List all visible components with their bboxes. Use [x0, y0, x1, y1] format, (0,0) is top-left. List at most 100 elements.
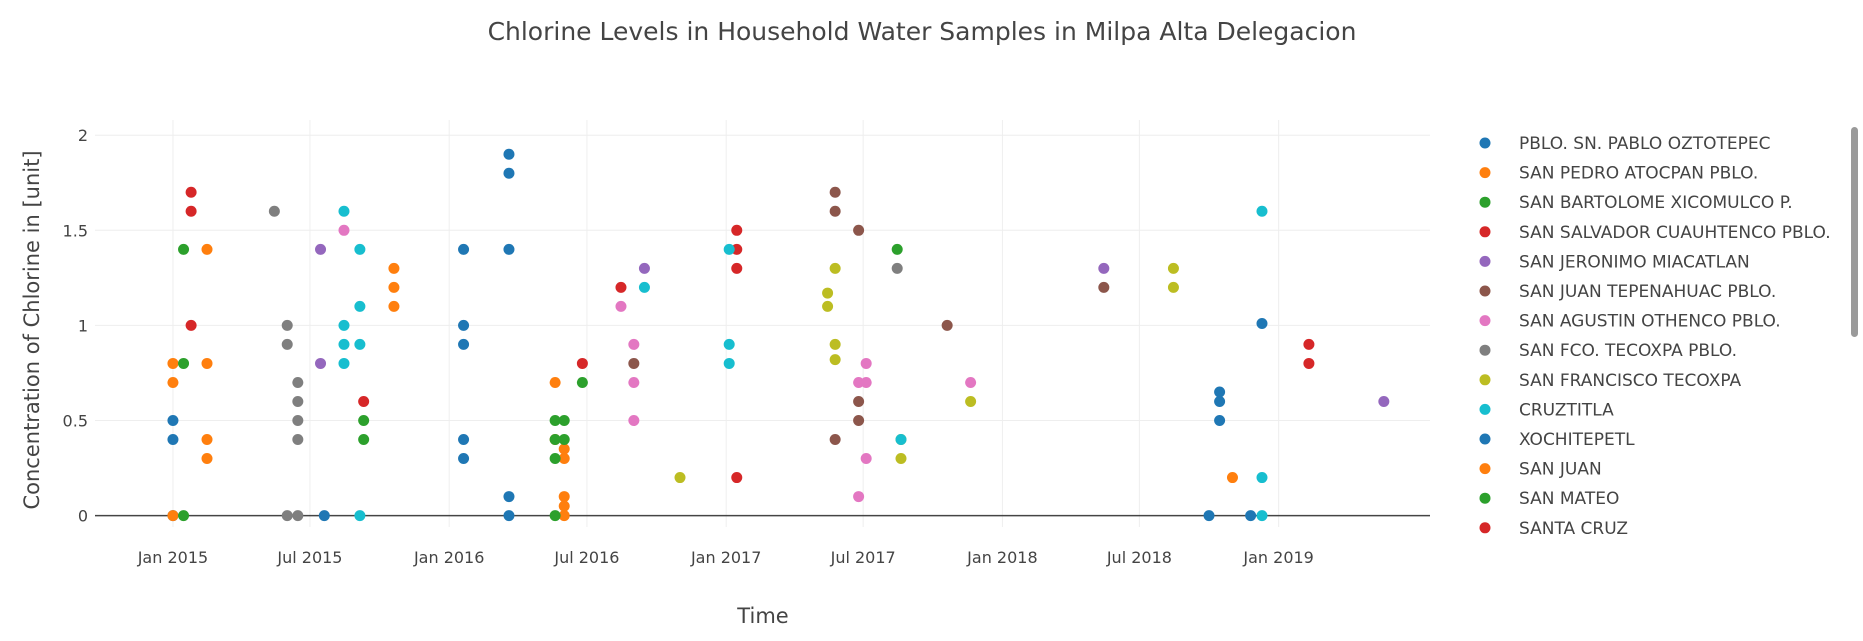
series-group [1303, 338, 1315, 369]
legend-item[interactable]: SAN JUAN [1479, 460, 1602, 480]
data-point [891, 262, 903, 274]
data-point [338, 338, 350, 350]
data-point [1167, 262, 1179, 274]
data-point [167, 510, 179, 522]
data-point [853, 395, 865, 407]
data-point [853, 224, 865, 236]
data-point [638, 281, 650, 293]
data-point [1378, 395, 1390, 407]
data-point [731, 243, 743, 255]
legend-scrollbar[interactable] [1851, 127, 1858, 337]
data-point [853, 376, 865, 388]
legend-marker [1479, 255, 1491, 267]
data-point [201, 453, 213, 465]
legend-marker [1479, 285, 1491, 297]
legend-item[interactable]: SAN AGUSTIN OTHENCO PBLO. [1479, 312, 1781, 332]
legend-marker [1479, 374, 1491, 386]
legend-label: SANTA CRUZ [1519, 519, 1628, 539]
legend-item[interactable]: SANTA CRUZ [1479, 519, 1629, 539]
data-point [388, 281, 400, 293]
legend-label: XOCHITEPETL [1519, 430, 1635, 450]
data-point [558, 443, 570, 455]
data-point [1245, 510, 1257, 522]
x-tick-label: Jan 2016 [413, 548, 484, 567]
legend-label: SAN PEDRO ATOCPAN PBLO. [1519, 164, 1758, 184]
series-group [338, 205, 1268, 522]
data-point [354, 300, 366, 312]
legend-item[interactable]: SAN JUAN TEPENAHUAC PBLO. [1479, 282, 1777, 302]
legend-marker [1479, 315, 1491, 327]
legend-marker [1479, 167, 1491, 179]
y-tick-label: 2 [78, 126, 88, 145]
data-point [965, 395, 977, 407]
data-point [558, 491, 570, 503]
legend-item[interactable]: SAN PEDRO ATOCPAN PBLO. [1479, 164, 1759, 184]
legend-item[interactable]: PBLO. SN. PABLO OZTOTEPEC [1479, 134, 1771, 154]
data-point [268, 205, 280, 217]
series-group [315, 243, 1390, 407]
legend-item[interactable]: XOCHITEPETL [1479, 430, 1636, 450]
x-tick-label: Jul 2015 [276, 548, 342, 567]
x-tick-label: Jan 2019 [1242, 548, 1313, 567]
data-point [458, 243, 470, 255]
data-point [822, 300, 834, 312]
data-point [731, 472, 743, 484]
legend-label: PBLO. SN. PABLO OZTOTEPEC [1519, 134, 1770, 154]
legend-item[interactable]: CRUZTITLA [1479, 400, 1615, 420]
data-point [458, 319, 470, 331]
legend-item[interactable]: SAN FCO. TECOXPA PBLO. [1479, 341, 1738, 361]
legend-marker [1479, 522, 1491, 534]
legend-item[interactable]: SAN JERONIMO MIACATLAN [1479, 252, 1750, 272]
legend-label: SAN JUAN TEPENAHUAC PBLO. [1519, 282, 1776, 302]
data-point [731, 224, 743, 236]
data-point [853, 414, 865, 426]
legend-marker [1479, 196, 1491, 208]
data-point [628, 414, 640, 426]
data-point [281, 338, 293, 350]
series-group [178, 243, 588, 522]
data-point [615, 281, 627, 293]
data-point [178, 243, 190, 255]
series-group [628, 186, 1110, 446]
data-point [822, 287, 834, 299]
legend-label: SAN JERONIMO MIACATLAN [1519, 252, 1750, 272]
data-point [549, 376, 561, 388]
gridlines [95, 120, 1430, 527]
data-point [1303, 357, 1315, 369]
legend-item[interactable]: SAN FRANCISCO TECOXPA [1479, 371, 1742, 391]
data-point [941, 319, 953, 331]
data-point [829, 205, 841, 217]
data-point [358, 395, 370, 407]
legend-label: SAN FRANCISCO TECOXPA [1519, 371, 1742, 391]
series-group [891, 243, 903, 255]
y-axis-title: Concentration of Chlorine in [unit] [20, 150, 44, 509]
data-point [201, 357, 213, 369]
legend-item[interactable]: SAN MATEO [1479, 489, 1620, 509]
data-point [674, 472, 686, 484]
data-point [1303, 338, 1315, 350]
data-point [549, 414, 561, 426]
x-tick-label: Jan 2018 [966, 548, 1037, 567]
y-tick-label: 0 [78, 507, 88, 526]
x-tick-label: Jan 2017 [690, 548, 761, 567]
data-point [281, 319, 293, 331]
y-tick-label: 1.5 [63, 221, 88, 240]
legend-marker [1479, 344, 1491, 356]
data-point [558, 500, 570, 512]
data-point [388, 300, 400, 312]
data-point [829, 262, 841, 274]
data-point [1203, 510, 1215, 522]
data-point [860, 376, 872, 388]
x-tick-label: Jul 2016 [553, 548, 619, 567]
data-point [965, 376, 977, 388]
data-point [354, 510, 366, 522]
legend-item[interactable]: SAN BARTOLOME XICOMULCO P. [1479, 193, 1793, 213]
data-point [1098, 262, 1110, 274]
legend-label: SAN AGUSTIN OTHENCO PBLO. [1519, 312, 1781, 332]
x-axis-title: Time [736, 604, 788, 628]
legend-item[interactable]: SAN SALVADOR CUAUHTENCO PBLO. [1479, 223, 1831, 243]
legend[interactable]: PBLO. SN. PABLO OZTOTEPEC SAN PEDRO ATOCP… [1479, 134, 1831, 539]
y-tick-label: 0.5 [63, 411, 88, 430]
data-point [358, 434, 370, 446]
